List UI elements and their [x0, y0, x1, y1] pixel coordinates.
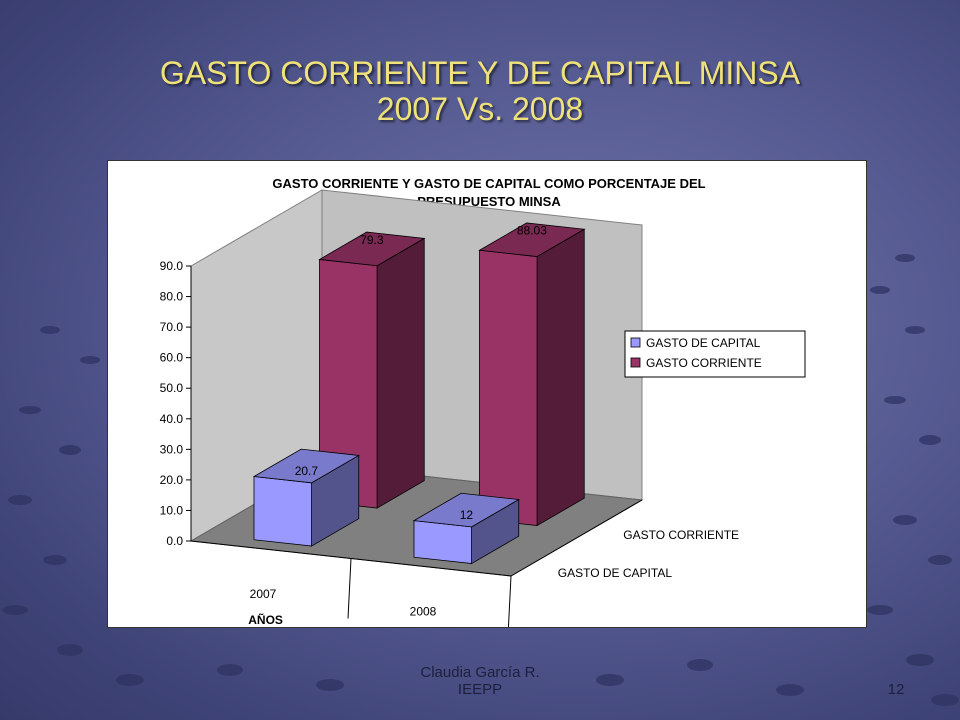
y-tick-label: 40.0	[160, 412, 184, 426]
bar-top-face	[412, 492, 521, 528]
bar-gasto-de-capital-2007	[252, 448, 361, 547]
y-tick-label: 80.0	[160, 290, 184, 304]
y-tick-label: 20.0	[160, 473, 184, 487]
bar-top-face	[318, 231, 426, 267]
x-tick-label: 2007	[250, 587, 277, 601]
data-label: 20.7	[295, 464, 319, 478]
slide-title-line2: 2007 Vs. 2008	[376, 91, 584, 127]
depth-axis-line	[510, 499, 643, 577]
legend-swatch	[630, 357, 641, 368]
bar-front-face	[253, 476, 312, 547]
y-tick-label: 0.0	[166, 534, 183, 548]
bar-top-face	[252, 448, 361, 484]
footer-org: IEEPP	[457, 681, 503, 698]
legend-label: GASTO CORRIENTE	[646, 356, 762, 370]
bar-front-face	[479, 249, 538, 527]
page-number: 12	[887, 681, 905, 698]
bar-chart-3d: GASTO CORRIENTE Y GASTO DE CAPITAL COMO …	[160, 176, 806, 627]
slide-title: GASTO CORRIENTE Y DE CAPITAL MINSA 2007 …	[0, 55, 960, 127]
footer-author: Claudia García R.	[420, 664, 540, 681]
chart-title-line1: GASTO CORRIENTE Y GASTO DE CAPITAL COMO …	[272, 176, 705, 191]
bar-gasto-de-capital-2008	[412, 492, 521, 565]
slide-title-line1: GASTO CORRIENTE Y DE CAPITAL MINSA	[159, 55, 801, 91]
y-tick-label: 50.0	[160, 381, 184, 395]
bar-gasto-corriente-2008	[478, 222, 586, 527]
y-tick-label: 70.0	[160, 320, 184, 334]
bar-side-face	[536, 228, 585, 527]
bar-top-face	[478, 222, 586, 257]
legend-label: GASTO DE CAPITAL	[646, 336, 761, 350]
bar-side-face	[376, 237, 425, 509]
data-label: 88.03	[517, 224, 547, 238]
data-label: 12	[460, 508, 474, 522]
depth-tick-label: GASTO CORRIENTE	[623, 528, 739, 542]
y-tick-label: 60.0	[160, 351, 184, 365]
x-axis-title: AÑOS	[248, 612, 283, 627]
y-tick-label: 90.0	[160, 259, 184, 273]
legend-box	[624, 330, 806, 378]
depth-tick-label: GASTO DE CAPITAL	[558, 566, 673, 580]
x-tick-label: 2008	[410, 604, 437, 618]
bar-front-face	[413, 520, 472, 565]
y-tick-label: 30.0	[160, 442, 184, 456]
x-category-divider	[507, 575, 512, 627]
bar-gasto-corriente-2007	[318, 231, 426, 509]
data-label: 79.3	[360, 233, 384, 247]
legend-swatch	[630, 337, 641, 348]
chart-container: GASTO CORRIENTE Y GASTO DE CAPITAL COMO …	[107, 160, 867, 628]
slide-footer: Claudia García R. IEEPP	[380, 664, 580, 698]
chart-legend: GASTO DE CAPITAL GASTO CORRIENTE	[624, 330, 806, 378]
y-tick-label: 10.0	[160, 503, 184, 517]
x-category-divider	[347, 558, 352, 619]
